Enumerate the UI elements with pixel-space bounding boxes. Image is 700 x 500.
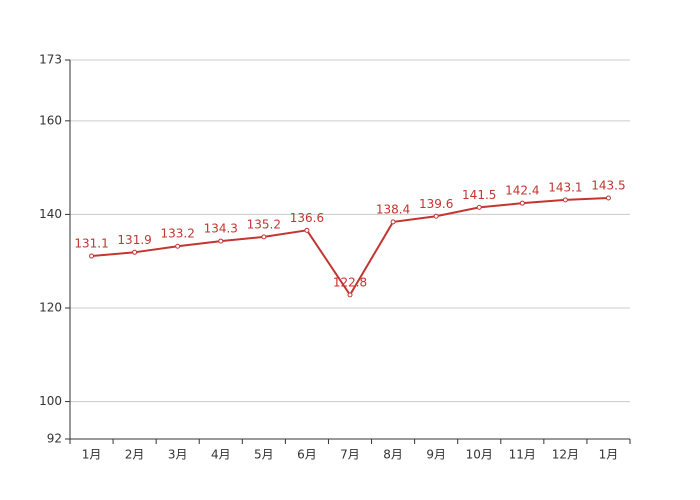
data-label: 139.6 — [419, 197, 453, 211]
data-label: 143.5 — [591, 179, 625, 193]
x-tick-label: 10月 — [466, 448, 493, 462]
data-label: 143.1 — [548, 180, 582, 194]
x-tick-label: 11月 — [509, 448, 536, 462]
x-tick-label: 1月 — [82, 448, 102, 462]
point — [347, 292, 353, 298]
point — [304, 227, 310, 233]
data-label: 134.3 — [204, 222, 238, 236]
y-tick-label: 173 — [39, 53, 62, 67]
point — [562, 197, 568, 203]
x-tick-label: 4月 — [211, 448, 231, 462]
y-tick-label: 140 — [39, 207, 62, 221]
point — [175, 243, 181, 249]
data-label: 135.2 — [247, 217, 281, 231]
point — [476, 204, 482, 210]
point — [89, 253, 95, 259]
data-label: 133.2 — [161, 227, 195, 241]
x-tick-label: 8月 — [383, 448, 403, 462]
data-label: 142.4 — [505, 184, 539, 198]
y-tick-label: 120 — [39, 300, 62, 314]
x-tick-label: 3月 — [168, 448, 188, 462]
x-tick-label: 6月 — [297, 448, 317, 462]
y-tick-label: 92 — [47, 432, 62, 446]
data-label: 136.6 — [290, 211, 324, 225]
data-label: 131.1 — [74, 237, 108, 251]
point — [390, 219, 396, 225]
data-label: 122.8 — [333, 275, 367, 289]
point — [519, 200, 525, 206]
point — [605, 195, 611, 201]
y-tick-label: 160 — [39, 113, 62, 127]
x-tick-label: 9月 — [426, 448, 446, 462]
x-tick-label: 5月 — [254, 448, 274, 462]
data-label: 141.5 — [462, 188, 496, 202]
x-tick-label: 7月 — [340, 448, 360, 462]
data-label: 138.4 — [376, 202, 410, 216]
point — [261, 234, 267, 240]
x-tick-label: 2月 — [125, 448, 145, 462]
data-label: 131.9 — [117, 233, 151, 247]
point — [132, 249, 138, 255]
x-tick-label: 1月 — [599, 448, 619, 462]
point — [433, 213, 439, 219]
y-tick-label: 100 — [39, 394, 62, 408]
x-tick-label: 12月 — [552, 448, 579, 462]
point — [218, 238, 224, 244]
